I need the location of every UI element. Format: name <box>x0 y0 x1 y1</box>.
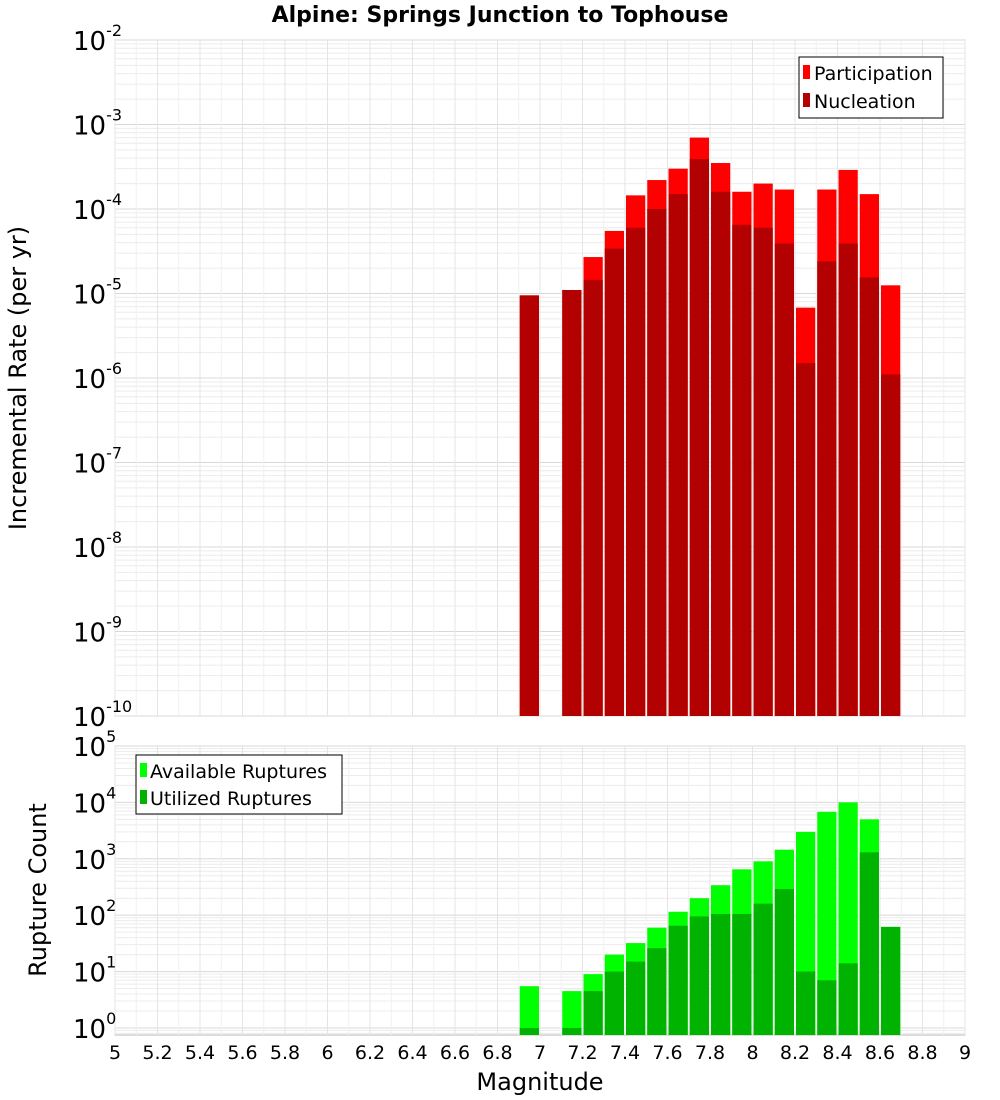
bar-utilized-ruptures <box>689 916 709 1035</box>
bar-utilized-ruptures <box>668 925 688 1035</box>
bar-nucleation <box>583 279 603 716</box>
bar-utilized-ruptures <box>881 926 901 1035</box>
bar-nucleation <box>647 209 667 716</box>
top-y-tick-label: 10-8 <box>73 528 122 564</box>
top-legend-box <box>798 56 944 119</box>
bar-utilized-ruptures <box>732 913 752 1035</box>
x-tick-label: 7.8 <box>695 1042 725 1064</box>
bottom-legend: Available Ruptures Utilized Ruptures <box>135 754 343 815</box>
bottom-y-tick-label: 105 <box>73 727 116 763</box>
legend-swatch-nucleation <box>803 93 810 107</box>
bar-utilized-ruptures <box>626 961 646 1035</box>
x-tick-label: 9 <box>959 1042 971 1064</box>
bar-utilized-ruptures <box>711 913 731 1035</box>
legend-label-available: Available Ruptures <box>150 761 327 783</box>
legend-label-nucleation: Nucleation <box>814 91 916 113</box>
x-tick-label: 7.2 <box>567 1042 597 1064</box>
top-bars <box>519 137 901 717</box>
bottom-y-tick-label: 104 <box>73 783 116 819</box>
bottom-y-ticks: 100 101 102 103 104 105 <box>73 727 116 1045</box>
x-tick-label: 8.4 <box>822 1042 852 1064</box>
x-ticks: 5 5.2 5.4 5.6 5.8 6 6.2 6.4 6.6 6.8 7 7.2 7.4 7.6 7.8 8… <box>109 1042 971 1064</box>
bottom-y-tick-label: 103 <box>73 840 116 876</box>
x-tick-label: 6.6 <box>440 1042 470 1064</box>
legend-label-utilized: Utilized Ruptures <box>150 788 312 810</box>
bar-utilized-ruptures <box>583 991 603 1035</box>
top-y-tick-label: 10-6 <box>73 359 122 395</box>
bar-nucleation <box>838 243 858 716</box>
x-tick-label: 6.8 <box>482 1042 512 1064</box>
bar-utilized-ruptures <box>838 963 858 1035</box>
top-y-tick-label: 10-5 <box>73 275 122 311</box>
bar-available-ruptures <box>817 811 837 1035</box>
bar-nucleation <box>689 159 709 716</box>
top-gridlines <box>114 39 966 717</box>
top-y-tick-label: 10-2 <box>73 21 122 57</box>
bar-utilized-ruptures <box>562 1027 582 1035</box>
bar-utilized-ruptures <box>796 971 816 1035</box>
x-tick-label: 8.2 <box>780 1042 810 1064</box>
bottom-legend-box <box>135 754 343 815</box>
x-tick-label: 5.4 <box>185 1042 215 1064</box>
bar-nucleation <box>881 374 901 716</box>
bottom-y-tick-label: 102 <box>73 896 116 932</box>
bottom-y-tick-label: 100 <box>73 1009 116 1045</box>
x-tick-label: 7.4 <box>610 1042 640 1064</box>
bar-utilized-ruptures <box>774 889 794 1035</box>
top-y-ticks: 10-10 10-9 10-8 10-7 10-6 10-5 10-4 10-3 10-2 <box>73 21 132 733</box>
top-y-tick-label: 10-9 <box>73 613 122 649</box>
top-y-tick-label: 10-10 <box>73 697 132 733</box>
chart-title: Alpine: Springs Junction to Tophouse <box>272 3 729 28</box>
top-y-axis-label: Incremental Rate (per yr) <box>4 226 32 530</box>
x-tick-label: 7.6 <box>652 1042 682 1064</box>
bar-available-ruptures <box>519 986 539 1035</box>
participation-chart: 10-10 10-9 10-8 10-7 10-6 10-5 10-4 10-3 10-2 In… <box>4 21 966 733</box>
top-legend: Participation Nucleation <box>798 56 944 119</box>
rupture-count-chart: 100 101 102 103 104 105 5 5.2 5.4 5.6 5.8 6 6.2 6.4 6… <box>24 727 971 1096</box>
bar-available-ruptures <box>562 991 582 1035</box>
x-tick-label: 8 <box>746 1042 758 1064</box>
bar-nucleation <box>668 194 688 716</box>
bar-utilized-ruptures <box>753 903 773 1035</box>
bottom-y-axis-label: Rupture Count <box>24 803 52 977</box>
x-tick-label: 5.2 <box>142 1042 172 1064</box>
bar-utilized-ruptures <box>859 852 879 1035</box>
x-tick-label: 6 <box>321 1042 333 1064</box>
legend-swatch-utilized <box>140 790 147 804</box>
legend-label-participation: Participation <box>814 63 933 85</box>
x-tick-label: 8.6 <box>865 1042 895 1064</box>
bottom-bars <box>519 802 901 1035</box>
x-tick-label: 6.4 <box>397 1042 427 1064</box>
top-y-tick-label: 10-4 <box>73 190 122 226</box>
bottom-y-tick-label: 101 <box>73 953 116 989</box>
bar-nucleation <box>753 227 773 716</box>
bar-nucleation <box>817 261 837 716</box>
x-tick-label: 5.8 <box>270 1042 300 1064</box>
bar-nucleation <box>711 191 731 717</box>
x-tick-label: 5 <box>109 1042 121 1064</box>
x-axis-label: Magnitude <box>476 1068 603 1096</box>
bar-nucleation <box>796 363 816 716</box>
top-y-tick-label: 10-3 <box>73 106 122 142</box>
legend-swatch-participation <box>803 65 810 79</box>
bar-nucleation <box>859 277 879 716</box>
bar-nucleation <box>604 248 624 716</box>
bar-utilized-ruptures <box>519 1027 539 1035</box>
x-tick-label: 8.8 <box>907 1042 937 1064</box>
bar-nucleation <box>732 224 752 716</box>
bar-nucleation <box>626 227 646 716</box>
x-tick-label: 5.6 <box>227 1042 257 1064</box>
x-tick-label: 7 <box>534 1042 546 1064</box>
bar-nucleation <box>519 295 539 716</box>
bar-utilized-ruptures <box>647 948 667 1035</box>
top-y-tick-label: 10-7 <box>73 444 122 480</box>
bar-utilized-ruptures <box>604 971 624 1035</box>
bar-nucleation <box>774 243 794 716</box>
bar-utilized-ruptures <box>817 980 837 1035</box>
x-tick-label: 6.2 <box>355 1042 385 1064</box>
bar-nucleation <box>562 290 582 716</box>
legend-swatch-available <box>140 763 147 777</box>
